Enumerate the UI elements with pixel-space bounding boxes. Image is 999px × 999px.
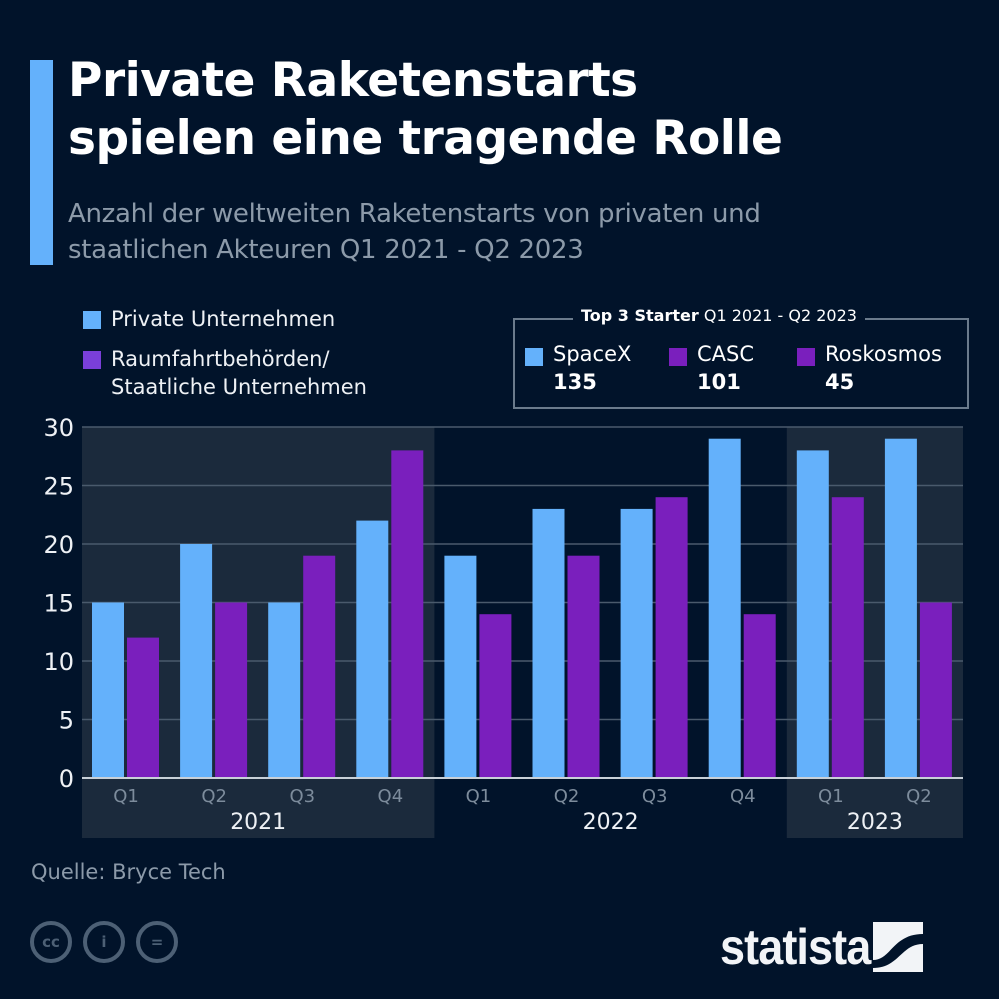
legend-label: Staatliche Unternehmen <box>111 375 367 399</box>
top3-name: CASC <box>697 342 755 366</box>
bar-private <box>796 450 829 778</box>
chart-title: Private Raketenstarts spielen eine trage… <box>68 52 968 168</box>
y-tick-label: 25 <box>43 473 74 501</box>
bar-state <box>303 555 336 778</box>
x-tick-label: Q2 <box>906 786 932 807</box>
top3-name: Roskosmos <box>825 342 942 366</box>
top3-title: Top 3 Starter Q1 2021 - Q2 2023 <box>573 306 865 325</box>
top3-value: 45 <box>825 370 855 394</box>
x-tick-label: Q1 <box>113 786 139 807</box>
bar-state <box>479 614 512 778</box>
bar-state <box>919 602 952 778</box>
x-tick-label: Q4 <box>378 786 404 807</box>
bar-private <box>180 544 213 778</box>
bar-private <box>92 602 124 778</box>
y-tick-label: 15 <box>43 590 74 618</box>
subtitle-line-1: Anzahl der weltweiten Raketenstarts von … <box>68 199 761 229</box>
bar-state <box>391 450 424 778</box>
bar-private <box>444 555 477 778</box>
legend: Private Unternehmen Raumfahrtbehörden/ S… <box>83 305 367 413</box>
y-tick-label: 30 <box>43 414 74 442</box>
top3-title-bold: Top 3 Starter <box>581 306 699 325</box>
title-line-2: spielen eine tragende Rolle <box>68 111 783 166</box>
top3-name: SpaceX <box>553 342 632 366</box>
y-tick-label: 10 <box>43 648 74 676</box>
source-note: Quelle: Bryce Tech <box>31 860 226 884</box>
x-tick-label: Q3 <box>289 786 315 807</box>
bar-private <box>620 508 653 778</box>
legend-label: Raumfahrtbehörden/ <box>111 347 330 371</box>
logo-wordmark: statista <box>720 919 871 975</box>
year-label: 2023 <box>847 810 903 835</box>
bar-private <box>268 602 301 778</box>
statista-logo[interactable]: statista <box>720 918 924 976</box>
top3-value: 101 <box>697 370 741 394</box>
x-tick-label: Q1 <box>818 786 844 807</box>
legend-label: Private Unternehmen <box>111 307 336 331</box>
legend-swatch-state <box>83 351 101 369</box>
bar-private <box>356 520 389 778</box>
license-icons: cc i = <box>30 921 178 963</box>
top3-swatch <box>525 348 543 366</box>
top3-item-casc: CASC 101 <box>669 340 754 396</box>
bar-state <box>567 555 600 778</box>
y-tick-label: 5 <box>59 707 74 735</box>
statista-mark-icon <box>873 922 924 972</box>
chart-subtitle: Anzahl der weltweiten Raketenstarts von … <box>68 196 968 268</box>
top3-title-period: Q1 2021 - Q2 2023 <box>703 306 857 325</box>
legend-swatch-private <box>83 311 101 329</box>
x-tick-label: Q1 <box>466 786 492 807</box>
bar-state <box>655 497 688 778</box>
year-label: 2021 <box>230 810 286 835</box>
title-line-1: Private Raketenstarts <box>68 53 638 108</box>
bar-state <box>831 497 864 778</box>
cc-icon[interactable]: cc <box>30 921 72 963</box>
x-tick-label: Q4 <box>730 786 756 807</box>
bar-state <box>215 602 248 778</box>
bar-state <box>743 614 776 778</box>
bar-private <box>532 508 565 778</box>
x-tick-label: Q2 <box>554 786 580 807</box>
title-accent-bar <box>30 60 53 265</box>
by-icon[interactable]: i <box>83 921 125 963</box>
bar-private <box>708 438 741 778</box>
top3-value: 135 <box>553 370 597 394</box>
legend-item-private: Private Unternehmen <box>83 305 367 333</box>
top3-swatch <box>797 348 815 366</box>
legend-item-state: Raumfahrtbehörden/ Staatliche Unternehme… <box>83 345 367 401</box>
top3-item-spacex: SpaceX 135 <box>525 340 631 396</box>
top3-item-roskosmos: Roskosmos 45 <box>797 340 942 396</box>
subtitle-line-2: staatlichen Akteuren Q1 2021 - Q2 2023 <box>68 235 584 265</box>
year-label: 2022 <box>583 810 639 835</box>
y-tick-label: 20 <box>43 531 74 559</box>
nd-icon[interactable]: = <box>136 921 178 963</box>
x-tick-label: Q2 <box>201 786 227 807</box>
top3-swatch <box>669 348 687 366</box>
bar-state <box>127 637 159 778</box>
bar-private <box>884 438 917 778</box>
top3-box: Top 3 Starter Q1 2021 - Q2 2023 SpaceX 1… <box>513 306 969 409</box>
y-tick-label: 0 <box>59 765 74 793</box>
x-tick-label: Q3 <box>642 786 668 807</box>
